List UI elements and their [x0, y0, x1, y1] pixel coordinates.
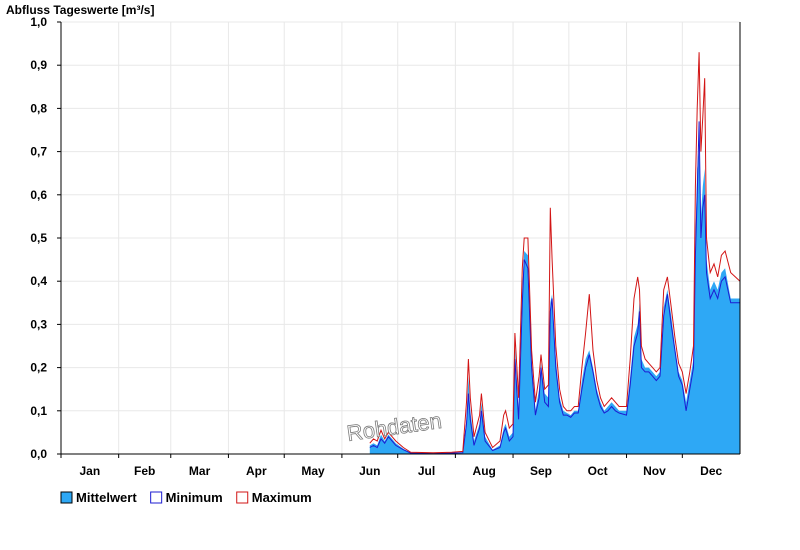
x-tick-label: Jun	[359, 464, 380, 478]
series-mittelwert-area	[369, 151, 740, 454]
x-tick-label: Sep	[530, 464, 552, 478]
legend: Mittelwert Minimum Maximum	[60, 490, 312, 505]
x-tick-label: Jul	[418, 464, 435, 478]
x-tick-label: Apr	[246, 464, 267, 478]
legend-label-mittelwert: Mittelwert	[76, 490, 137, 505]
series-layer	[369, 52, 741, 455]
grid-lines	[61, 21, 740, 454]
y-tick-label: 0,7	[30, 145, 47, 159]
y-tick-label: 0,1	[30, 404, 47, 418]
legend-swatch-mittelwert	[60, 491, 73, 504]
axes: 0,0 0,1 0,2 0,3 0,4 0,5 0,6 0,7 0,8 0,9 1,0 Jan Feb M…	[30, 15, 741, 478]
chart-title: Abfluss Tageswerte [m³/s]	[6, 3, 154, 17]
y-tick-label: 0,5	[30, 231, 47, 245]
x-tick-label: Jan	[79, 464, 100, 478]
y-tick-label: 1,0	[30, 15, 47, 29]
watermark-text: Rohdaten	[345, 408, 443, 446]
x-tick-label: Aug	[473, 464, 496, 478]
y-tick-label: 0,6	[30, 188, 47, 202]
legend-label-minimum: Minimum	[166, 490, 223, 505]
x-tick-label: May	[301, 464, 325, 478]
legend-swatch-minimum	[150, 491, 163, 504]
x-tick-label: Mar	[189, 464, 211, 478]
series-maximum-line	[369, 52, 741, 454]
y-tick-label: 0,9	[30, 58, 47, 72]
x-tick-label: Feb	[134, 464, 155, 478]
x-tick-label: Oct	[588, 464, 608, 478]
legend-label-maximum: Maximum	[252, 490, 312, 505]
y-tick-label: 0,0	[30, 447, 47, 461]
y-tick-label: 0,2	[30, 361, 47, 375]
x-tick-label: Nov	[643, 464, 666, 478]
legend-swatch-maximum	[236, 491, 249, 504]
y-tick-label: 0,3	[30, 317, 47, 331]
x-tick-label: Dec	[700, 464, 722, 478]
y-tick-label: 0,8	[30, 101, 47, 115]
series-minimum-line	[369, 121, 740, 455]
y-tick-label: 0,4	[30, 274, 47, 288]
